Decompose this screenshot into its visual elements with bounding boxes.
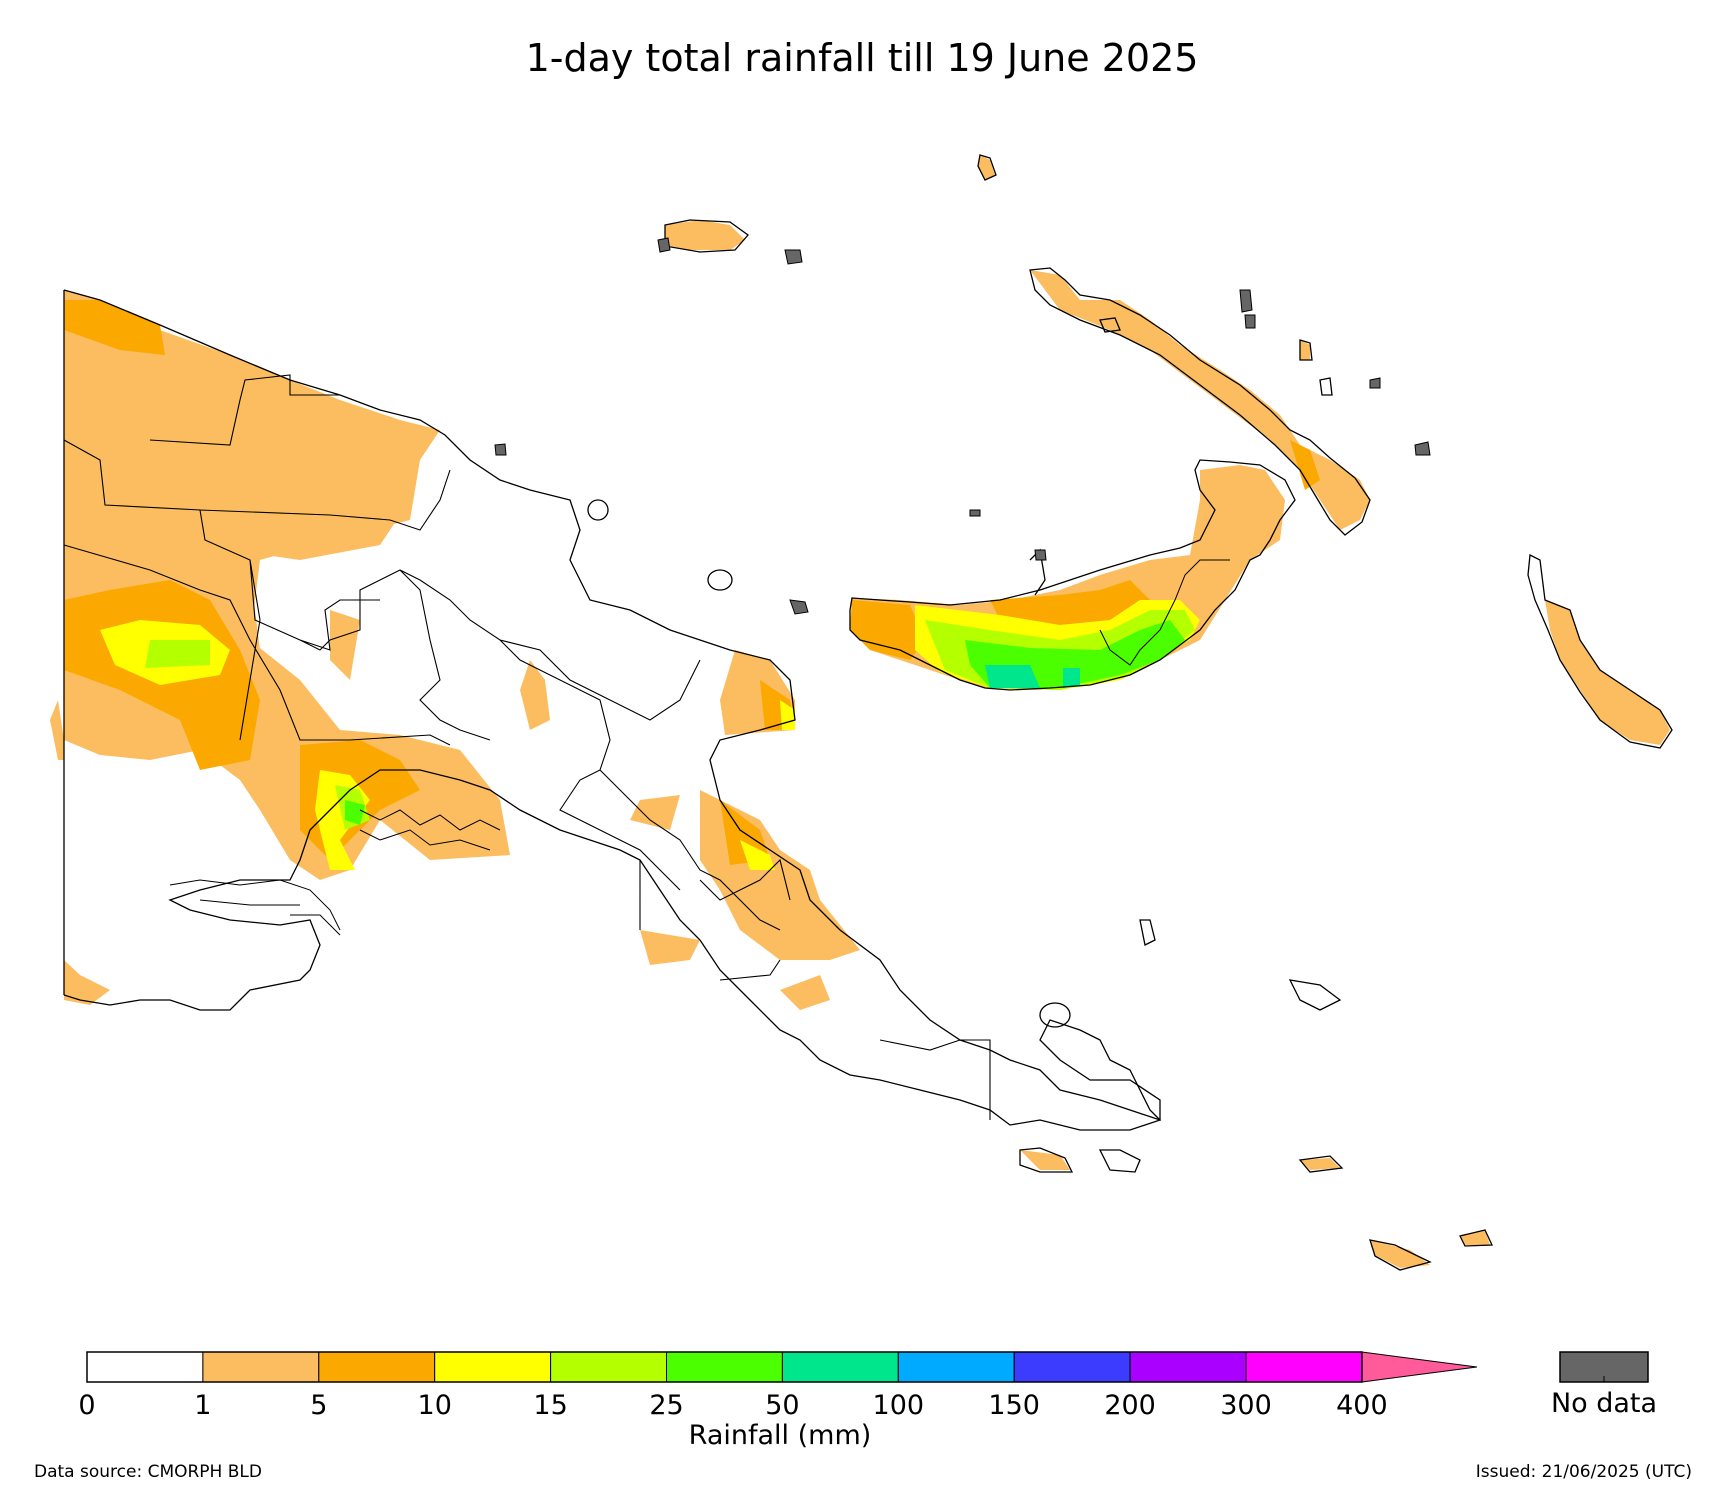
colorbar-label: Rainfall (mm) [689,1420,872,1451]
coastlines [63,154,1673,1271]
lake-3 [1039,1002,1071,1028]
lake-1 [587,499,609,521]
colorbar-tick-label: 300 [1220,1390,1272,1421]
island-north-1 [1099,317,1121,333]
rain-zone-east-e [780,975,830,1010]
rain-zone-mid2 [200,495,400,560]
rain-zone-new-ireland-2 [1290,440,1320,490]
issued-date: Issued: 21/06/2025 (UTC) [1475,1462,1692,1482]
colorbar-tick-label: 400 [1336,1390,1388,1421]
colorbar: 0 1 5 10 15 25 50 100 150 200 300 400 [78,1351,1477,1421]
island-goodenough [1019,1147,1074,1173]
colorbar-segment [318,1351,436,1383]
colorbar-tick-label: 10 [418,1390,452,1421]
lake-2 [707,569,733,591]
nodata-island-1 [657,237,671,253]
colorbar-segment [1129,1351,1247,1383]
island-woodlark [1369,1239,1432,1271]
map-title: 1-day total rainfall till 19 June 2025 [525,36,1199,80]
nodata-island-5 [1034,549,1047,561]
colorbar-tick-label: 200 [1104,1390,1156,1421]
data-source: Data source: CMORPH BLD [34,1462,262,1482]
colorbar-segment [434,1351,552,1383]
colorbar-tick-label: 100 [873,1390,925,1421]
rain-zone-island-c [1370,1240,1430,1268]
colorbar-tick-label: 5 [310,1390,327,1421]
rain-zone-west-3 [64,960,110,1005]
nodata-island-4 [494,443,507,456]
colorbar-segment [781,1351,899,1383]
rain-zone-east-a3 [780,700,795,730]
colorbar-segment [1013,1351,1131,1383]
island-north-2 [1319,377,1333,396]
rain-zone-east-b3 [740,840,775,870]
colorbar-segment [897,1351,1015,1383]
rain-zone-manus [665,220,745,250]
rain-zone-new-britain-6 [985,665,1040,688]
island-east-2 [1139,919,1156,946]
colorbar-tick-label: 15 [533,1390,567,1421]
nodata-label: No data [1551,1388,1657,1419]
rainfall-shading [50,155,1670,1268]
colorbar-tick-label: 50 [765,1390,799,1421]
rain-zone-east-f [520,660,550,730]
new-ireland-coastline [1029,267,1371,536]
rain-zone-mid [330,610,360,680]
rain-zone-bougainville [1545,600,1670,745]
new-britain-coastline [849,459,1296,691]
nodata-island-9 [1369,377,1381,389]
island-ferguson [1098,1149,1141,1173]
nodata-island-10 [969,509,981,517]
nodata-island-8 [1414,441,1431,456]
nodata-island-2 [784,249,803,265]
colorbar-tick-label: 1 [194,1390,211,1421]
colorbar-tick-label: 25 [649,1390,683,1421]
gulf-creeks [359,809,501,851]
mainland-coastline [63,289,1162,1131]
fly-delta [169,879,341,936]
colorbar-tick-label: 0 [78,1390,95,1421]
colorbar-segment [550,1351,667,1383]
rain-zone-east-d [630,795,680,830]
colorbar-extend-arrow [1361,1351,1477,1383]
colorbar-segment [202,1351,320,1383]
island-trobriand [1298,1155,1344,1173]
nodata-island-6 [1239,289,1253,313]
colorbar-tick-label: 150 [988,1390,1040,1421]
new-britain-boundary [1099,559,1230,666]
rain-zone-new-britain-2 [850,600,925,660]
bougainville-coastline [1527,553,1673,749]
colorbar-segment [1245,1351,1363,1383]
rain-zone-buka [1300,340,1310,360]
island-buka [1299,339,1313,361]
province-boundaries [63,374,991,1120]
rain-zone-new-britain-6b [1063,668,1080,688]
nodata-island-3 [789,599,809,615]
rain-zone-new-ireland [1030,270,1370,530]
rain-zone-island-b [1300,1158,1340,1170]
nodata-areas [494,237,1431,615]
rain-zone-east-c [640,930,700,965]
colorbar-segment [86,1351,204,1383]
rain-zone-25-50-b [345,800,365,825]
rain-zone-new-britain-2b [990,580,1150,625]
island-nw-1 [977,154,997,181]
colorbar-outline [86,1351,1363,1383]
rain-zone-15-25-a [145,640,210,668]
nodata-island-7 [1244,314,1256,329]
rain-zone-5-10-a [64,300,165,355]
colorbar-segment [666,1351,783,1383]
island-east-1 [1288,979,1342,1011]
island-misima [1459,1229,1494,1247]
manus-coastline [664,219,749,253]
